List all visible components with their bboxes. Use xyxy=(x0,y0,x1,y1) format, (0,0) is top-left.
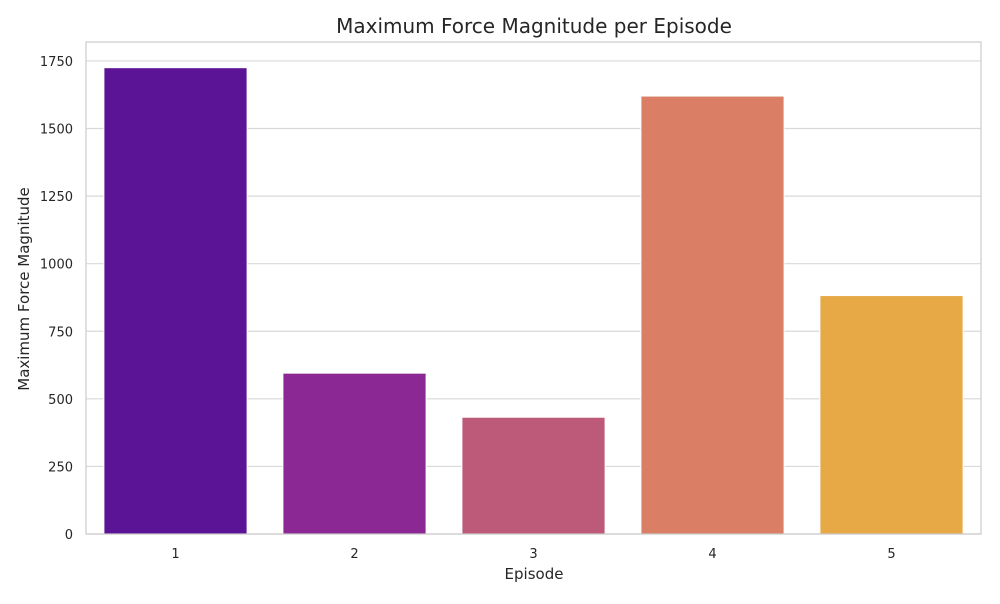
bar-episode-3 xyxy=(461,416,606,535)
y-tick-label: 1750 xyxy=(40,55,73,70)
y-tick-label: 1000 xyxy=(40,258,73,273)
x-tick-label: 2 xyxy=(350,547,358,562)
x-tick-label: 3 xyxy=(529,547,537,562)
y-axis-label: Maximum Force Magnitude xyxy=(15,187,33,391)
plot-frame xyxy=(85,41,982,535)
bars xyxy=(103,67,964,535)
y-tick-label: 750 xyxy=(48,325,73,340)
y-tick-label: 1250 xyxy=(40,190,73,205)
y-tick-label: 1500 xyxy=(40,123,73,138)
x-axis-label: Episode xyxy=(505,565,564,583)
x-tick-labels: 1 2 3 4 5 xyxy=(171,547,895,562)
bar-episode-1 xyxy=(103,67,248,535)
x-tick-label: 4 xyxy=(708,547,716,562)
bar-episode-5 xyxy=(819,295,964,535)
y-tick-label: 500 xyxy=(48,393,73,408)
chart-title: Maximum Force Magnitude per Episode xyxy=(336,14,732,38)
y-tick-labels: 0 250 500 750 1000 1250 1500 1750 xyxy=(40,55,73,543)
y-tick-label: 0 xyxy=(65,528,73,543)
bar-episode-2 xyxy=(282,372,427,535)
y-tick-label: 250 xyxy=(48,460,73,475)
x-tick-label: 1 xyxy=(171,547,179,562)
bar-episode-4 xyxy=(640,95,785,535)
x-tick-label: 5 xyxy=(887,547,895,562)
